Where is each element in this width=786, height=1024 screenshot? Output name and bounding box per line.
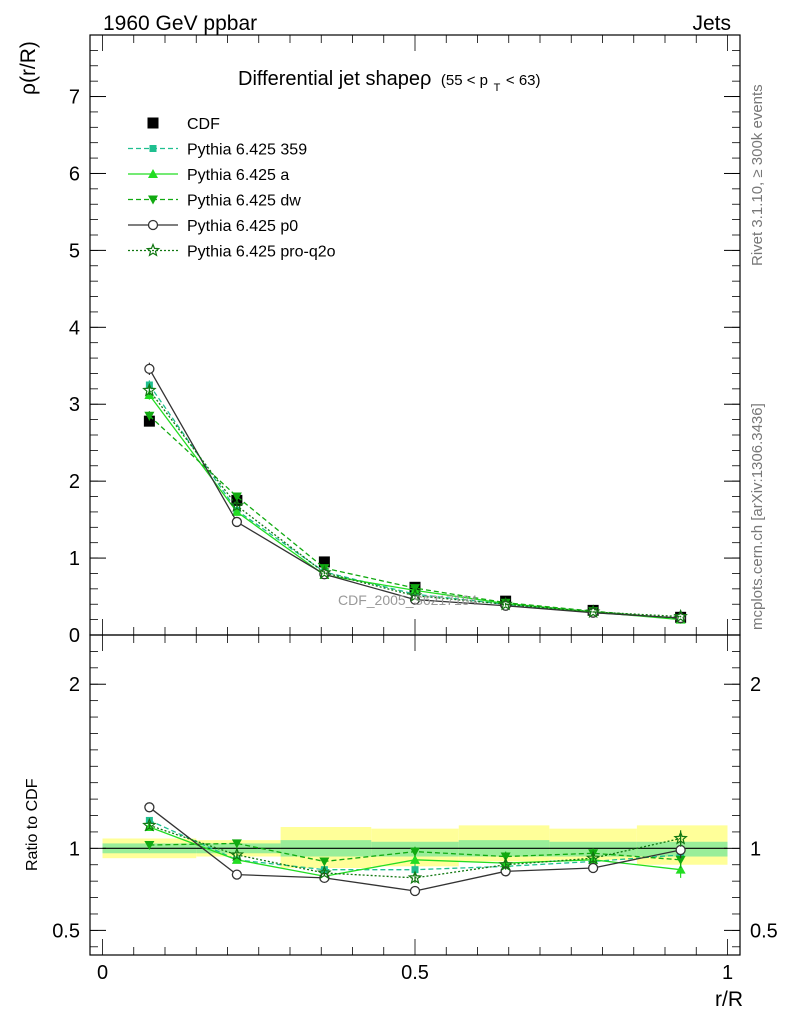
ratio-y-tick-label-right: 0.5 (750, 920, 778, 942)
legend-label-pythia-6-425-p0: Pythia 6.425 p0 (187, 218, 298, 235)
main-point-pythia-6-425-pro-q2o (317, 565, 332, 579)
x-tick-label: 1 (722, 962, 733, 984)
main-point-pythia-6-425-pro-q2o (673, 608, 688, 623)
main-point-cdf (143, 415, 155, 427)
analysis-watermark: CDF_2005_S6217184 (338, 592, 478, 608)
ratio-point-pythia-6-425-p0 (587, 862, 599, 874)
main-series-pythia-6-425-pro-q2o (142, 382, 688, 623)
chart-title: Differential jet shapeρ (55 < p T < 63) (238, 68, 541, 96)
ratio-point-pythia-6-425-dw (410, 847, 420, 857)
ratio-series-pythia-6-425-pro-q2o (142, 817, 688, 885)
main-point-pythia-6-425-pro-q2o (407, 588, 423, 602)
ratio-point-pythia-6-425-a (410, 854, 420, 864)
ratio-plot-frame (89, 634, 741, 956)
main-point-pythia-6-425-pro-q2o (498, 596, 513, 611)
ratio-point-pythia-6-425-pro-q2o (229, 847, 245, 862)
ratio-y-tick-label-right: 1 (750, 838, 761, 860)
main-panel: 0 1 2 3 4 5 6 7 ρ(r/R) Differential jet shapeρ … (17, 34, 741, 647)
main-y-tick-label: 3 (69, 394, 80, 416)
main-y-tick-label: 7 (69, 87, 80, 109)
ratio-point-pythia-6-425-359 (411, 866, 419, 874)
ratio-point-pythia-6-425-p0 (409, 885, 421, 897)
main-y-tick-label: 2 (69, 471, 80, 493)
ratio-point-pythia-6-425-p0 (231, 869, 243, 880)
main-point-pythia-6-425-p0 (231, 516, 243, 528)
main-point-pythia-6-425-a (231, 506, 242, 516)
chart-title-range-prefix: (55 < p (441, 72, 488, 89)
main-point-pythia-6-425-pro-q2o (142, 382, 157, 397)
legend-label-pythia-6-425-dw: Pythia 6.425 dw (187, 193, 301, 210)
x-axis-label: r/R (715, 988, 743, 1011)
legend-label-pythia-6-425-a: Pythia 6.425 a (187, 167, 289, 184)
ratio-y-tick-label: 1 (69, 838, 80, 860)
ratio-point-pythia-6-425-dw (144, 841, 155, 851)
ratio-point-pythia-6-425-pro-q2o (142, 817, 157, 832)
rivet-version-label: Rivet 3.1.10, ≥ 300k events (749, 84, 766, 266)
ratio-point-pythia-6-425-pro-q2o (498, 857, 513, 871)
main-y-tick-label: 1 (69, 548, 80, 570)
energy-label: 1960 GeV ppbar (103, 12, 257, 35)
chart-title-range-sub: T (494, 82, 501, 94)
ratio-point-pythia-6-425-dw (319, 857, 330, 867)
ratio-y-tick-label: 0.5 (52, 920, 80, 942)
legend-marker-pythia-6-425-pro-q2o (145, 242, 161, 257)
legend-label-pythia-6-425-359: Pythia 6.425 359 (187, 142, 307, 159)
ratio-y-axis-label: Ratio to CDF (24, 778, 41, 871)
ratio-y-tick-label: 2 (69, 674, 80, 696)
chart-title-range-suffix: < 63) (506, 72, 541, 89)
main-line-pythia-6-425-p0 (148, 368, 681, 619)
legend-label-cdf: CDF (187, 116, 220, 133)
legend-entry-pythia-6-425-a: Pythia 6.425 a (128, 167, 289, 184)
ratio-point-pythia-6-425-pro-q2o (317, 865, 332, 880)
legend-entry-cdf: CDF (147, 116, 220, 133)
ratio-point-pythia-6-425-p0 (675, 844, 686, 856)
ratio-point-pythia-6-425-pro-q2o (407, 870, 423, 885)
x-tick-label: 0 (97, 962, 108, 984)
legend-entry-pythia-6-425-dw: Pythia 6.425 dw (128, 193, 301, 210)
main-y-tick-label: 6 (69, 163, 80, 185)
mcplots-credit-label: mcplots.cern.ch [arXiv:1306.3436] (749, 403, 766, 630)
legend-marker-pythia-6-425-p0 (147, 219, 159, 231)
ratio-point-pythia-6-425-dw (675, 855, 686, 865)
main-y-tick-label: 5 (69, 240, 80, 262)
main-y-axis-label: ρ(r/R) (17, 41, 40, 95)
main-y-tick-label: 4 (69, 317, 80, 339)
ratio-point-pythia-6-425-a (675, 864, 686, 874)
ratio-point-pythia-6-425-a (231, 854, 242, 864)
ratio-series-pythia-6-425-p0 (144, 802, 686, 897)
ratio-point-pythia-6-425-p0 (144, 802, 155, 813)
main-point-pythia-6-425-dw (144, 411, 155, 421)
main-point-pythia-6-425-dw (231, 492, 242, 502)
process-label: Jets (692, 12, 731, 35)
legend-entry-pythia-6-425-pro-q2o: Pythia 6.425 pro-q2o (128, 242, 336, 261)
main-point-pythia-6-425-p0 (144, 363, 155, 374)
main-point-pythia-6-425-pro-q2o (229, 498, 245, 512)
ratio-point-pythia-6-425-pro-q2o (673, 830, 688, 845)
legend-entry-pythia-6-425-359: Pythia 6.425 359 (128, 142, 307, 159)
legend: CDF Pythia 6.425 359 Pythia 6.425 a Pythia … (128, 116, 336, 261)
ratio-panel: 0.5 0.5 1 1 2 2 0 0.5 1 Ratio to CDF r/R (24, 634, 778, 1011)
main-point-pythia-6-425-dw (319, 564, 330, 574)
legend-marker-pythia-6-425-359 (149, 145, 157, 152)
legend-marker-pythia-6-425-a (148, 169, 158, 178)
main-point-cdf (318, 556, 330, 568)
legend-marker-cdf (147, 117, 159, 129)
main-point-pythia-6-425-pro-q2o (585, 604, 601, 619)
main-y-tick-label: 0 (69, 625, 80, 647)
legend-entry-pythia-6-425-p0: Pythia 6.425 p0 (128, 218, 298, 235)
legend-label-pythia-6-425-pro-q2o: Pythia 6.425 pro-q2o (187, 244, 336, 261)
legend-marker-pythia-6-425-dw (148, 195, 158, 205)
ratio-point-pythia-6-425-pro-q2o (585, 850, 601, 865)
ratio-point-pythia-6-425-dw (231, 839, 242, 849)
ratio-y-tick-label-right: 2 (750, 674, 761, 696)
chart-title-main: Differential jet shapeρ (238, 68, 431, 90)
ratio-point-pythia-6-425-dw (500, 852, 511, 862)
x-tick-label: 0.5 (401, 962, 429, 984)
